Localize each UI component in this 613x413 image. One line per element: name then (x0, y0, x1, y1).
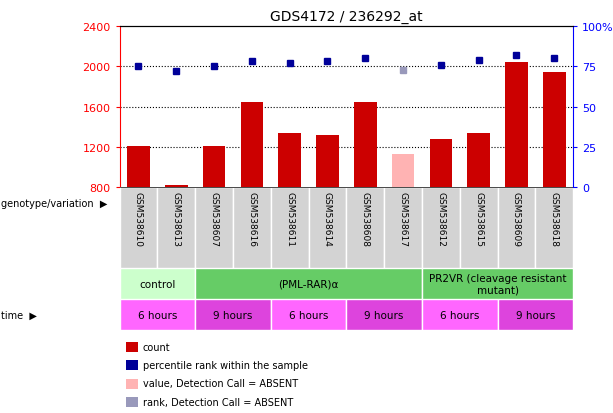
Bar (422, 268, 573, 299)
Text: 6 hours: 6 hours (289, 310, 328, 320)
Bar (308, 188, 346, 268)
Bar (346, 299, 422, 330)
Bar (120, 299, 195, 330)
Bar (543, 73, 566, 188)
Bar (422, 299, 498, 330)
Text: value, Detection Call = ABSENT: value, Detection Call = ABSENT (143, 378, 298, 388)
Text: control: control (139, 279, 175, 289)
Bar (498, 188, 535, 268)
Bar (271, 299, 346, 330)
Text: 6 hours: 6 hours (440, 310, 479, 320)
Text: GSM538616: GSM538616 (247, 192, 256, 247)
Bar (354, 102, 376, 188)
Bar (127, 147, 150, 188)
Text: 9 hours: 9 hours (365, 310, 404, 320)
Text: count: count (143, 342, 170, 352)
Bar (278, 133, 301, 188)
Text: PR2VR (cleavage resistant
mutant): PR2VR (cleavage resistant mutant) (429, 273, 566, 295)
Bar (195, 299, 271, 330)
Bar (535, 188, 573, 268)
Bar (498, 299, 573, 330)
Bar (430, 140, 452, 188)
Text: percentile rank within the sample: percentile rank within the sample (143, 360, 308, 370)
Text: (PML-RAR)α: (PML-RAR)α (278, 279, 339, 289)
Text: time  ▶: time ▶ (1, 310, 37, 320)
Bar (316, 135, 339, 188)
Bar (384, 188, 422, 268)
Text: GSM538610: GSM538610 (134, 192, 143, 247)
Bar (346, 188, 384, 268)
Bar (467, 133, 490, 188)
Bar (195, 188, 233, 268)
Bar (120, 268, 195, 299)
Text: GSM538607: GSM538607 (210, 192, 219, 247)
Bar (240, 102, 263, 188)
Bar (203, 147, 226, 188)
Bar (158, 188, 195, 268)
Text: GSM538608: GSM538608 (360, 192, 370, 247)
Text: GSM538615: GSM538615 (474, 192, 483, 247)
Bar (505, 63, 528, 188)
Text: GSM538614: GSM538614 (323, 192, 332, 247)
Text: GSM538617: GSM538617 (398, 192, 408, 247)
Text: GSM538613: GSM538613 (172, 192, 181, 247)
Bar (392, 155, 414, 188)
Bar (195, 268, 422, 299)
Bar (422, 188, 460, 268)
Title: GDS4172 / 236292_at: GDS4172 / 236292_at (270, 10, 422, 24)
Text: 6 hours: 6 hours (138, 310, 177, 320)
Text: 9 hours: 9 hours (213, 310, 253, 320)
Text: rank, Detection Call = ABSENT: rank, Detection Call = ABSENT (143, 397, 293, 407)
Bar (120, 188, 158, 268)
Bar (271, 188, 308, 268)
Bar (233, 188, 271, 268)
Text: 9 hours: 9 hours (516, 310, 555, 320)
Text: genotype/variation  ▶: genotype/variation ▶ (1, 198, 107, 209)
Text: GSM538611: GSM538611 (285, 192, 294, 247)
Text: GSM538609: GSM538609 (512, 192, 521, 247)
Text: GSM538612: GSM538612 (436, 192, 446, 247)
Text: GSM538618: GSM538618 (550, 192, 559, 247)
Bar (460, 188, 498, 268)
Bar (165, 186, 188, 188)
